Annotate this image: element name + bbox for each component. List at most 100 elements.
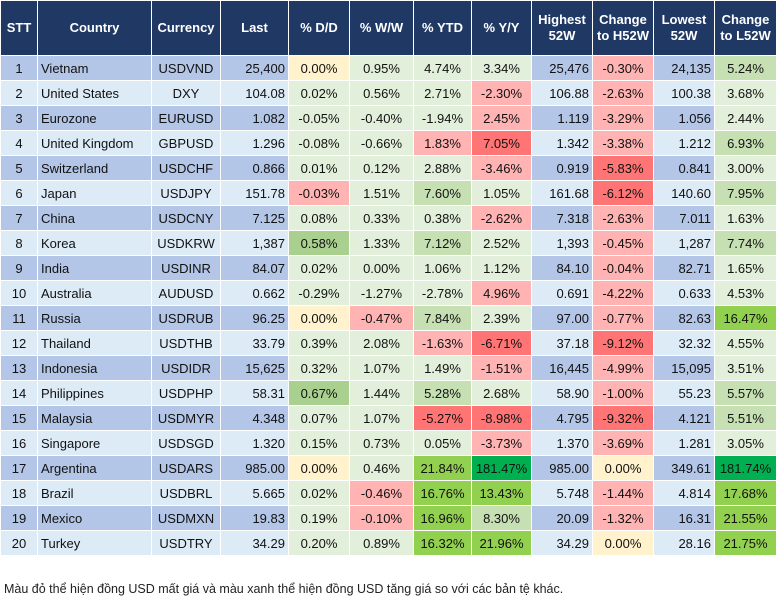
cell-dd: 0.15% xyxy=(288,430,350,456)
cell-ww: 1.07% xyxy=(349,405,414,431)
cell-chh: -9.32% xyxy=(592,405,654,431)
cell-ytd: 5.28% xyxy=(413,380,472,406)
cell-ww: 0.95% xyxy=(349,55,414,81)
cell-chh: -0.30% xyxy=(592,55,654,81)
cell-high: 58.90 xyxy=(531,380,593,406)
cell-last: 96.25 xyxy=(220,305,289,331)
table-row: 4 United Kingdom GBPUSD 1.296 -0.08% -0.66% 1.… xyxy=(0,130,777,156)
cell-last: 7.125 xyxy=(220,205,289,231)
cell-dd: 0.58% xyxy=(288,230,350,256)
cell-chh: -6.12% xyxy=(592,180,654,206)
cell-last: 104.08 xyxy=(220,80,289,106)
cell-low: 0.633 xyxy=(653,280,715,306)
cell-country: United States xyxy=(37,80,152,106)
cell-country: Singapore xyxy=(37,430,152,456)
cell-currency: USDARS xyxy=(151,455,221,481)
cell-yy: 7.05% xyxy=(471,130,532,156)
table-row: 3 Eurozone EURUSD 1.082 -0.05% -0.40% -1.94% 2.… xyxy=(0,105,777,131)
cell-chh: 0.00% xyxy=(592,455,654,481)
cell-stt: 12 xyxy=(0,330,38,356)
cell-chh: -0.04% xyxy=(592,255,654,281)
cell-stt: 8 xyxy=(0,230,38,256)
cell-dd: 0.00% xyxy=(288,305,350,331)
cell-last: 151.78 xyxy=(220,180,289,206)
cell-chh: -3.29% xyxy=(592,105,654,131)
table-row: 6 Japan USDJPY 151.78 -0.03% 1.51% 7.60% 1.05% 1… xyxy=(0,180,777,206)
table-row: 19 Mexico USDMXN 19.83 0.19% -0.10% 16.96% 8.30… xyxy=(0,505,777,531)
cell-currency: USDIDR xyxy=(151,355,221,381)
cell-high: 1.119 xyxy=(531,105,593,131)
cell-ww: -0.46% xyxy=(349,480,414,506)
cell-ytd: -5.27% xyxy=(413,405,472,431)
cell-dd: 0.00% xyxy=(288,455,350,481)
cell-yy: 2.52% xyxy=(471,230,532,256)
cell-low: 1.212 xyxy=(653,130,715,156)
cell-dd: 0.02% xyxy=(288,255,350,281)
cell-dd: -0.29% xyxy=(288,280,350,306)
cell-low: 32.32 xyxy=(653,330,715,356)
cell-currency: USDRUB xyxy=(151,305,221,331)
cell-stt: 20 xyxy=(0,530,38,556)
cell-high: 0.691 xyxy=(531,280,593,306)
header-high52w: Highest 52W xyxy=(531,0,593,56)
cell-dd: 0.32% xyxy=(288,355,350,381)
cell-dd: -0.03% xyxy=(288,180,350,206)
cell-currency: USDBRL xyxy=(151,480,221,506)
table-row: 7 China USDCNY 7.125 0.08% 0.33% 0.38% -2.62% 7.… xyxy=(0,205,777,231)
cell-last: 1.082 xyxy=(220,105,289,131)
cell-yy: -1.51% xyxy=(471,355,532,381)
table-row: 17 Argentina USDARS 985.00 0.00% 0.46% 21.84% 1… xyxy=(0,455,777,481)
header-dd: % D/D xyxy=(288,0,350,56)
cell-ytd: -2.78% xyxy=(413,280,472,306)
table-row: 15 Malaysia USDMYR 4.348 0.07% 1.07% -5.27% -8.… xyxy=(0,405,777,431)
cell-dd: -0.08% xyxy=(288,130,350,156)
cell-ww: 0.56% xyxy=(349,80,414,106)
table-row: 2 United States DXY 104.08 0.02% 0.56% 2.71% -2… xyxy=(0,80,777,106)
table-row: 20 Turkey USDTRY 34.29 0.20% 0.89% 16.32% 21.96… xyxy=(0,530,777,556)
cell-ww: 0.12% xyxy=(349,155,414,181)
cell-stt: 13 xyxy=(0,355,38,381)
cell-last: 1.320 xyxy=(220,430,289,456)
cell-chh: -0.77% xyxy=(592,305,654,331)
cell-ww: -0.66% xyxy=(349,130,414,156)
cell-ytd: 7.60% xyxy=(413,180,472,206)
cell-chh: -5.83% xyxy=(592,155,654,181)
cell-dd: 0.08% xyxy=(288,205,350,231)
cell-last: 15,625 xyxy=(220,355,289,381)
table-row: 11 Russia USDRUB 96.25 0.00% -0.47% 7.84% 2.39%… xyxy=(0,305,777,331)
cell-dd: 0.02% xyxy=(288,80,350,106)
cell-yy: 181.47% xyxy=(471,455,532,481)
cell-ww: 0.73% xyxy=(349,430,414,456)
table-row: 16 Singapore USDSGD 1.320 0.15% 0.73% 0.05% -3.… xyxy=(0,430,777,456)
cell-chh: -0.45% xyxy=(592,230,654,256)
cell-high: 4.795 xyxy=(531,405,593,431)
table-row: 18 Brazil USDBRL 5.665 0.02% -0.46% 16.76% 13.4… xyxy=(0,480,777,506)
cell-country: Eurozone xyxy=(37,105,152,131)
cell-stt: 17 xyxy=(0,455,38,481)
cell-chh: -2.63% xyxy=(592,205,654,231)
cell-low: 82.71 xyxy=(653,255,715,281)
cell-currency: USDSGD xyxy=(151,430,221,456)
cell-currency: USDTHB xyxy=(151,330,221,356)
cell-country: Turkey xyxy=(37,530,152,556)
cell-country: Thailand xyxy=(37,330,152,356)
cell-stt: 10 xyxy=(0,280,38,306)
cell-yy: -3.46% xyxy=(471,155,532,181)
cell-chl: 21.55% xyxy=(714,505,777,531)
cell-chh: -4.22% xyxy=(592,280,654,306)
cell-chh: 0.00% xyxy=(592,530,654,556)
cell-stt: 4 xyxy=(0,130,38,156)
header-stt: STT xyxy=(0,0,38,56)
cell-dd: 0.39% xyxy=(288,330,350,356)
cell-last: 84.07 xyxy=(220,255,289,281)
cell-last: 985.00 xyxy=(220,455,289,481)
cell-dd: 0.67% xyxy=(288,380,350,406)
cell-country: Brazil xyxy=(37,480,152,506)
cell-high: 16,445 xyxy=(531,355,593,381)
cell-chl: 5.57% xyxy=(714,380,777,406)
cell-last: 0.866 xyxy=(220,155,289,181)
header-currency: Currency xyxy=(151,0,221,56)
cell-chl: 5.24% xyxy=(714,55,777,81)
cell-high: 20.09 xyxy=(531,505,593,531)
cell-high: 161.68 xyxy=(531,180,593,206)
